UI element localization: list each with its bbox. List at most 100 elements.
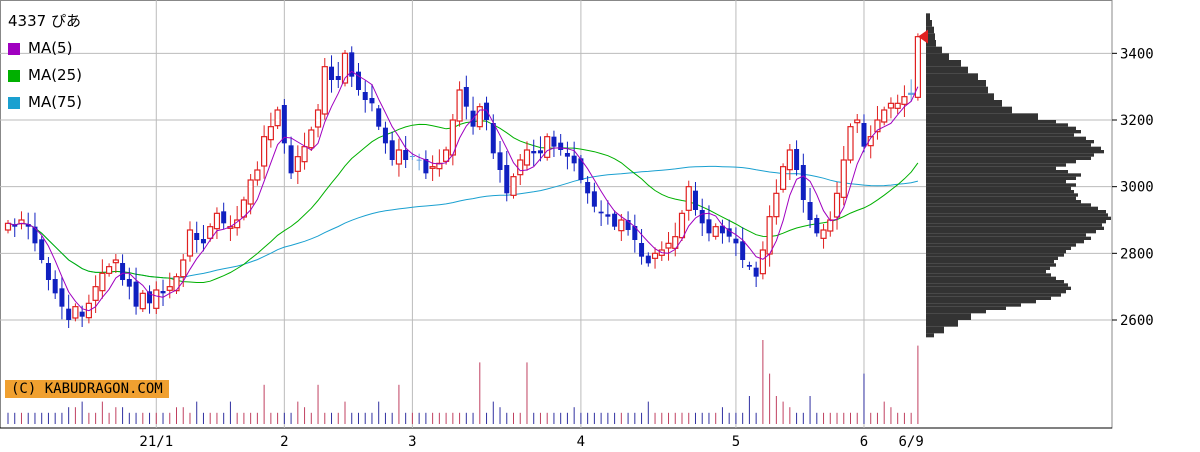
volume-profile-bar [926, 296, 1051, 300]
candle-body [105, 266, 113, 274]
legend-swatch-ma25 [8, 69, 20, 82]
volume-profile-bar [926, 280, 1064, 284]
candle-body [194, 233, 200, 240]
candle-body [173, 276, 180, 292]
volume-profile-bar [926, 150, 1104, 154]
candle-body [254, 169, 261, 181]
candle-body [558, 142, 564, 150]
volume-profile-bar [926, 333, 934, 338]
candle-body [712, 226, 719, 237]
candle-body [355, 71, 361, 90]
candle-body [456, 89, 463, 122]
legend-item-ma75: MA(75) [8, 89, 82, 116]
stock-name: ぴあ [50, 12, 81, 30]
candle-body [827, 219, 834, 232]
candle-body [321, 66, 328, 115]
candle-body [79, 311, 85, 317]
volume-profile-bar [926, 253, 1064, 257]
candle-body [4, 222, 12, 231]
candle-body [308, 129, 315, 149]
volume-profile-bar [926, 160, 1076, 164]
legend-label-ma75: MA(75) [28, 93, 82, 111]
candle-body [59, 288, 65, 307]
volume-profile-bar [926, 86, 988, 94]
candle-body [874, 119, 881, 133]
candle-body [867, 136, 874, 147]
volume-profile-bar [926, 80, 986, 87]
candle-body [429, 166, 436, 169]
xtick-label: 21/1 [139, 434, 173, 450]
candle-body [335, 76, 341, 80]
legend-swatch-ma5 [8, 42, 20, 55]
candle-body [605, 214, 611, 217]
volume-profile-bar [926, 303, 1021, 307]
candle-body [72, 306, 79, 319]
candle-body [894, 102, 901, 109]
volume-profile-bar [926, 73, 978, 80]
candle-body [645, 255, 651, 264]
candle-body [901, 96, 908, 105]
candle-body [564, 153, 570, 157]
volume-profile-bar [926, 93, 994, 100]
volume-profile-bar [926, 13, 930, 20]
ytick-label: 3200 [1120, 113, 1154, 129]
candle-body [591, 191, 597, 207]
candle-body [436, 162, 443, 170]
candle-body [32, 226, 38, 244]
candle-body [147, 291, 153, 304]
volume-profile-bar [926, 126, 1076, 130]
xtick-label: 6 [860, 434, 868, 450]
candle-body [840, 159, 847, 198]
candle-body [618, 219, 625, 232]
volume-profile-bar [926, 210, 1106, 214]
candle-body [349, 52, 355, 77]
candle-body [753, 267, 759, 277]
ytick-label: 2600 [1120, 313, 1154, 329]
candle-body [887, 102, 895, 109]
volume-profile-bar [926, 136, 1086, 140]
candle-body [99, 272, 106, 292]
stock-code: 4337 [8, 12, 47, 30]
candle-body [639, 243, 645, 257]
volume-profile-bar [926, 283, 1068, 287]
candle-body [376, 108, 382, 127]
candle-body [294, 156, 301, 172]
candle-body [207, 226, 214, 239]
volume-profile-bar [926, 60, 961, 67]
volume-profile-bar [926, 233, 1086, 237]
candle-body [504, 165, 510, 194]
candle-body [699, 210, 705, 224]
candle-body [854, 119, 861, 124]
candle-body [531, 151, 537, 154]
candle-body [800, 165, 806, 200]
candle-body [39, 239, 45, 260]
copyright-label: (C) KABUDRAGON.COM [5, 380, 169, 398]
candle-body [484, 102, 490, 120]
candle-body [740, 241, 746, 260]
candle-body [766, 216, 773, 255]
candle-body [497, 152, 503, 170]
candle-body [153, 289, 160, 309]
volume-profile-bar [926, 320, 958, 327]
candle-body [463, 87, 469, 107]
candle-body [288, 145, 294, 174]
candle-body [612, 213, 618, 227]
candle-body [247, 179, 254, 205]
candle-body [651, 252, 659, 259]
volume-profile-bar [926, 106, 1012, 114]
volume-profile-bar [926, 243, 1076, 247]
candle-body [746, 265, 752, 267]
ytick-label: 3400 [1120, 46, 1154, 62]
candle-body [814, 218, 820, 234]
candle-body [416, 159, 422, 161]
candle-body [476, 106, 483, 128]
volume-profile-bar [926, 140, 1094, 144]
candle-body [329, 66, 335, 80]
volume-profile-bar [926, 226, 1104, 230]
candle-body [25, 224, 31, 227]
candle-body [733, 238, 739, 244]
candle-body [409, 156, 415, 157]
volume-profile-bar [926, 236, 1091, 240]
candle-body [665, 242, 672, 249]
